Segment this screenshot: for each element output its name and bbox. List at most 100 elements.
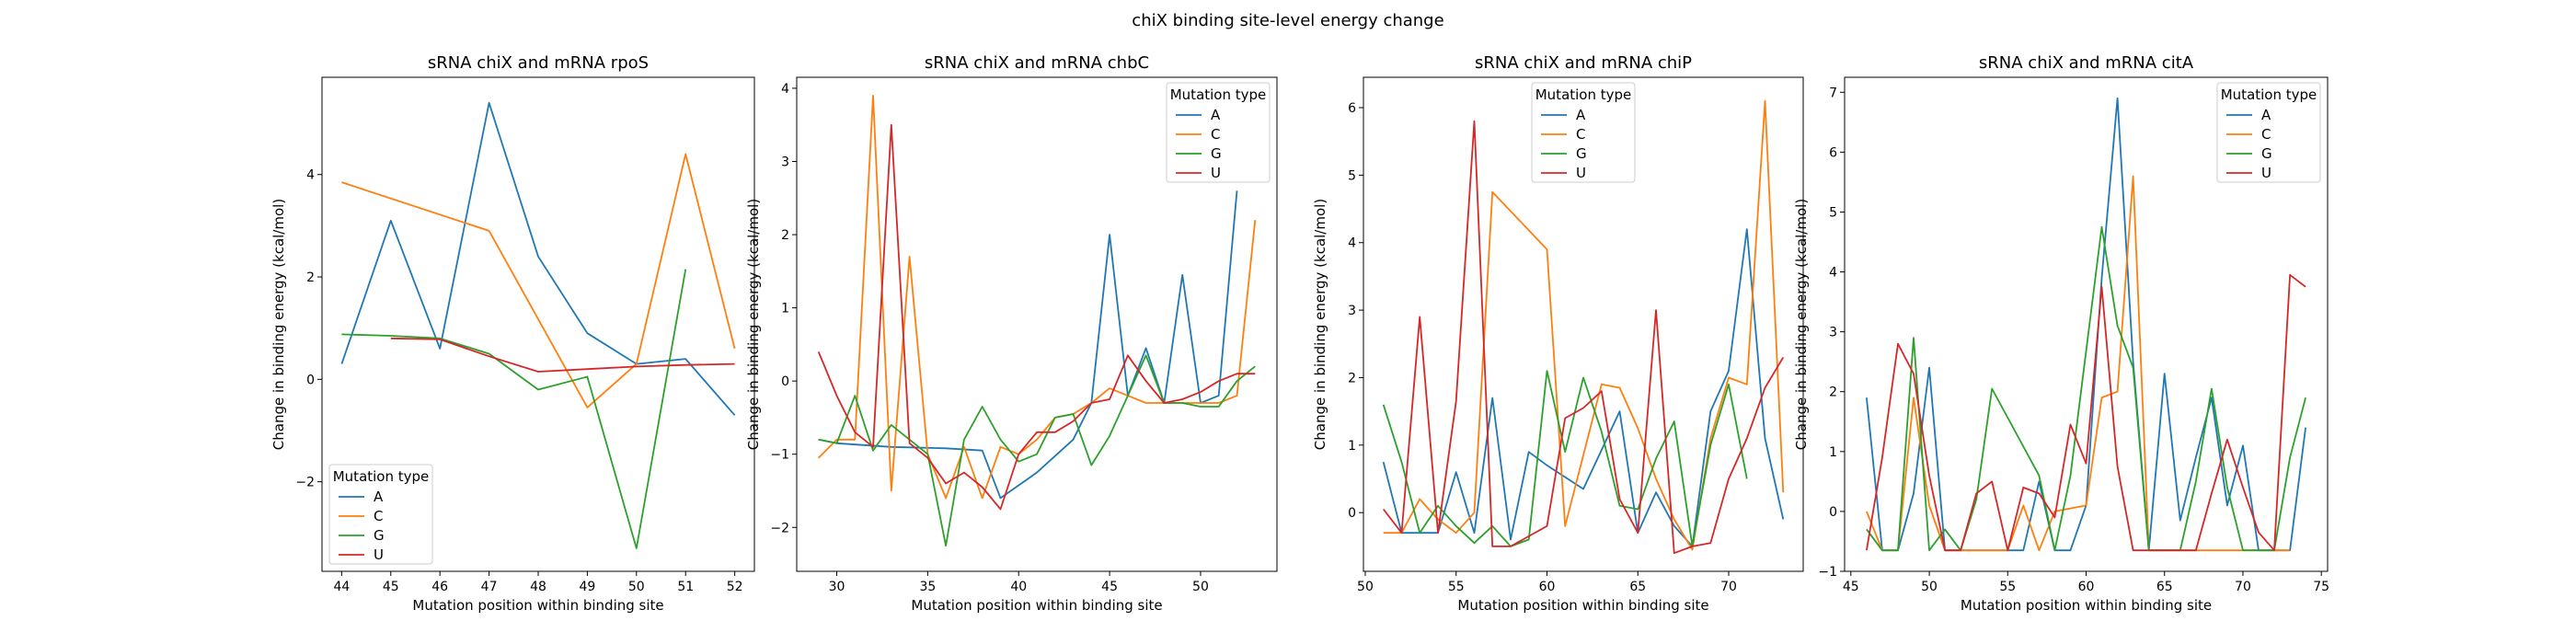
legend-label-c: C [1576,126,1585,143]
y-tick-label: 3 [1829,326,1837,340]
series-lines [340,101,736,549]
y-tick-label: 5 [1829,205,1837,220]
panel-title: sRNA chiX and mRNA chiP [1475,53,1692,73]
series-lines [1382,99,1785,555]
legend-label-c: C [374,508,383,524]
y-tick-label: 0 [306,373,315,387]
legend-label-g: G [1576,145,1587,162]
legend-label-g: G [1211,145,1222,162]
x-tick-label: 44 [333,580,350,594]
series-lines [817,95,1257,547]
y-tick-label: 4 [781,82,789,97]
y-axis-label: Change in binding energy (kcal/mol) [745,199,762,450]
y-tick-label: 2 [1829,385,1837,400]
y-tick-label: 1 [1348,439,1356,454]
x-tick-label: 50 [628,580,645,594]
x-tick-label: 45 [1843,580,1859,594]
y-tick-label: 2 [306,270,315,285]
x-tick-label: 55 [1999,580,2016,594]
series-line-u [817,123,1256,511]
y-tick-label: 0 [781,374,789,389]
x-tick-label: 45 [1101,580,1118,594]
y-tick-label: −2 [770,521,789,535]
legend-title: Mutation type [333,468,430,485]
series-line-u [1382,120,1785,555]
y-tick-label: 6 [1348,101,1356,116]
series-line-c [341,153,736,408]
series-line-c [1866,175,2291,552]
legend-label-a: A [1576,107,1586,123]
y-axis-label: Change in binding energy (kcal/mol) [270,199,287,450]
x-axis-label: Mutation position within binding site [412,597,663,614]
x-tick-label: 50 [1192,580,1209,594]
x-tick-label: 75 [2313,580,2329,594]
x-tick-label: 50 [1921,580,1938,594]
panel-cita: sRNA chiX and mRNA citA Mutation positio… [1793,53,2329,614]
panel-title: sRNA chiX and mRNA citA [1979,53,2194,73]
y-tick-label: 4 [306,168,315,183]
y-tick-label: 1 [1829,445,1837,460]
x-tick-label: 49 [579,580,595,594]
figure-suptitle: chiX binding site-level energy change [1132,11,1443,30]
x-tick-label: 45 [383,580,399,594]
series-line-g [818,354,1256,547]
panel-rpos: sRNA chiX and mRNA rpoS Mutation positio… [270,53,755,614]
x-tick-label: 50 [1357,580,1374,594]
y-tick-label: 4 [1348,236,1356,251]
axes-frame [796,76,1278,572]
x-tick-label: 30 [829,580,845,594]
y-tick-label: 3 [781,155,789,169]
axes-frame [321,76,755,572]
legend-label-g: G [2261,145,2272,162]
legend-label-c: C [2261,126,2271,143]
x-tick-label: 70 [2235,580,2251,594]
legend-box [328,464,433,565]
x-tick-label: 47 [481,580,498,594]
legend-title: Mutation type [1170,86,1267,103]
x-tick-label: 65 [1629,580,1646,594]
panel-title: sRNA chiX and mRNA chbC [925,53,1149,73]
x-tick-label: 65 [2156,580,2173,594]
x-tick-label: 46 [431,580,448,594]
panel-chip: sRNA chiX and mRNA chiP Mutation positio… [1312,53,1804,614]
y-axis-label: Change in binding energy (kcal/mol) [1793,199,1810,450]
x-tick-label: 35 [919,580,936,594]
y-tick-label: 0 [1348,506,1356,521]
y-tick-label: 3 [1348,304,1356,318]
series-line-c [1383,99,1785,551]
x-tick-label: 48 [530,580,546,594]
series-lines [1866,97,2306,552]
axes-frame [1844,76,2329,572]
panel-chbc: sRNA chiX and mRNA chbC Mutation positio… [745,53,1278,614]
x-tick-label: 60 [1539,580,1556,594]
legend-box [2216,82,2321,183]
legend-label-a: A [374,489,384,505]
legend-label-a: A [2261,107,2271,123]
axes-frame [1363,76,1804,572]
y-axis-label: Change in binding energy (kcal/mol) [1312,199,1328,450]
y-tick-label: −1 [770,448,789,463]
legend-title: Mutation type [2221,86,2317,103]
legend-box [1166,82,1271,183]
y-tick-label: 0 [1829,505,1837,520]
y-tick-label: 4 [1829,266,1837,281]
series-line-u [390,337,735,373]
x-tick-label: 70 [1720,580,1737,594]
legend-label-u: U [1211,165,1221,181]
panel-title: sRNA chiX and mRNA rpoS [428,53,649,73]
x-tick-label: 40 [1010,580,1027,594]
legend-label-u: U [1576,165,1586,181]
x-tick-label: 55 [1448,580,1465,594]
x-axis-label: Mutation position within binding site [1457,597,1708,614]
x-axis-label: Mutation position within binding site [911,597,1162,614]
series-line-g [1382,370,1748,547]
y-tick-label: 1 [781,302,789,316]
y-tick-label: −1 [1818,565,1837,580]
legend-label-u: U [2261,165,2271,181]
series-line-g [341,269,687,549]
legend-title: Mutation type [1535,86,1632,103]
